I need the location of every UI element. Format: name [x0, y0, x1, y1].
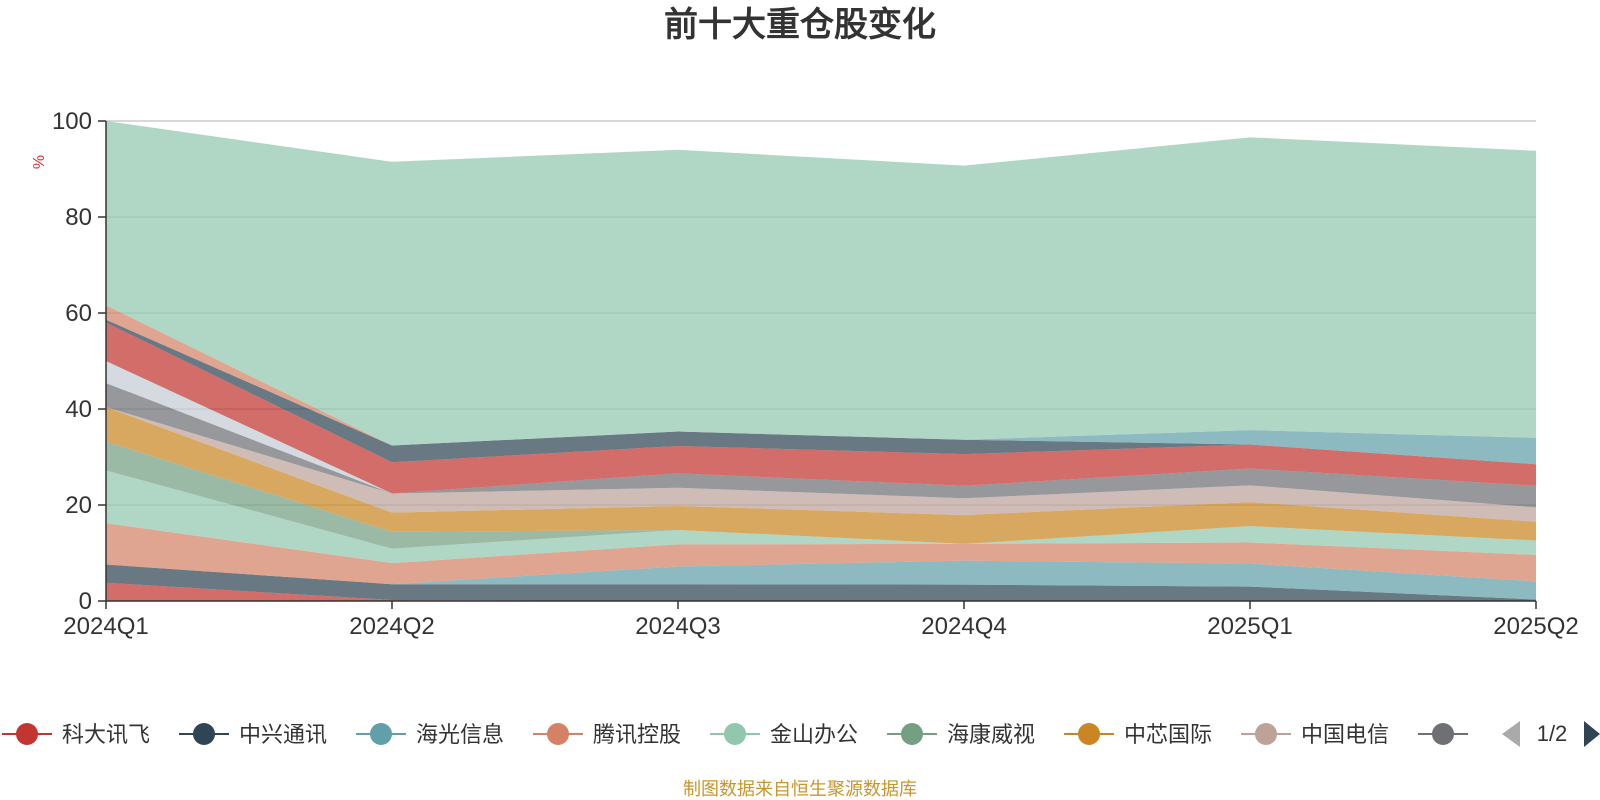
- chart-title: 前十大重仓股变化: [664, 6, 936, 44]
- legend-item[interactable]: 海光信息: [356, 722, 504, 747]
- x-tick-label: 2024Q2: [349, 613, 434, 640]
- legend-label: 中芯国际: [1124, 722, 1212, 747]
- legend-marker-icon: [1078, 723, 1100, 745]
- legend-label: 中国电信: [1301, 722, 1389, 747]
- y-tick-label: 80: [65, 204, 92, 231]
- x-tick-label: 2024Q4: [921, 613, 1006, 640]
- area-series-bottom-navy: [106, 564, 1536, 601]
- area-series-mint: [106, 470, 1536, 564]
- triangle-left-icon[interactable]: [1502, 721, 1520, 747]
- area-series-bottom-teal: [106, 560, 1536, 600]
- y-tick-label: 0: [79, 588, 92, 615]
- legend-label: 海光信息: [416, 722, 504, 747]
- legend-marker-icon: [1432, 723, 1454, 745]
- data-source-note: 制图数据来自恒生聚源数据库: [683, 779, 917, 799]
- area-series-big-mint: [106, 121, 1536, 446]
- x-tick-label: 2025Q1: [1207, 613, 1292, 640]
- legend-item[interactable]: 中兴通讯: [179, 722, 327, 747]
- x-tick-label: 2024Q1: [63, 613, 148, 640]
- area-series-pinkgray: [106, 407, 1536, 522]
- axes: 0 20 40 60 80 100 2024Q1 2024Q2 2024Q3 2024Q4 2025…: [52, 108, 1579, 640]
- area-series-salmon: [106, 523, 1536, 585]
- y-tick-label: 40: [65, 396, 92, 423]
- legend-marker-icon: [1255, 723, 1277, 745]
- triangle-right-icon[interactable]: [1584, 721, 1600, 747]
- legend-label: 中兴通讯: [239, 722, 327, 747]
- stacked-area-series: [106, 121, 1536, 601]
- legend-label: 科大讯飞: [62, 722, 150, 747]
- legend-item[interactable]: 海康威视: [887, 722, 1035, 747]
- y-tick-label: 20: [65, 492, 92, 519]
- legend-item[interactable]: 腾讯控股: [533, 722, 681, 747]
- area-series-gray: [106, 383, 1536, 508]
- legend-marker-icon: [547, 723, 569, 745]
- legend-page-indicator: 1/2: [1537, 721, 1568, 746]
- legend-label: 海康威视: [947, 722, 1035, 747]
- legend-marker-icon: [370, 723, 392, 745]
- legend-item[interactable]: [1418, 723, 1468, 745]
- y-tick-label: 60: [65, 300, 92, 327]
- legend-label: 腾讯控股: [593, 722, 681, 747]
- legend: 科大讯飞 中兴通讯 海光信息 腾讯控股 金山办公 海康威视 中芯国际 中国电信 1/2: [2, 721, 1600, 747]
- area-series-gold: [106, 407, 1536, 544]
- legend-label: 金山办公: [770, 722, 858, 747]
- legend-marker-icon: [901, 723, 923, 745]
- y-tick-label: 100: [52, 108, 92, 135]
- legend-item[interactable]: 金山办公: [710, 722, 858, 747]
- area-series-red: [106, 322, 1536, 494]
- x-tick-label: 2024Q3: [635, 613, 720, 640]
- area-series-bottom-red: [106, 582, 1536, 601]
- legend-item[interactable]: 科大讯飞: [2, 722, 150, 747]
- legend-item[interactable]: 中芯国际: [1064, 722, 1212, 747]
- y-axis-unit-label: %: [31, 155, 48, 169]
- legend-marker-icon: [16, 723, 38, 745]
- legend-item[interactable]: 中国电信: [1241, 722, 1389, 747]
- x-tick-label: 2025Q2: [1493, 613, 1578, 640]
- legend-marker-icon: [724, 723, 746, 745]
- area-series-teal: [106, 319, 1536, 465]
- legend-marker-icon: [193, 723, 215, 745]
